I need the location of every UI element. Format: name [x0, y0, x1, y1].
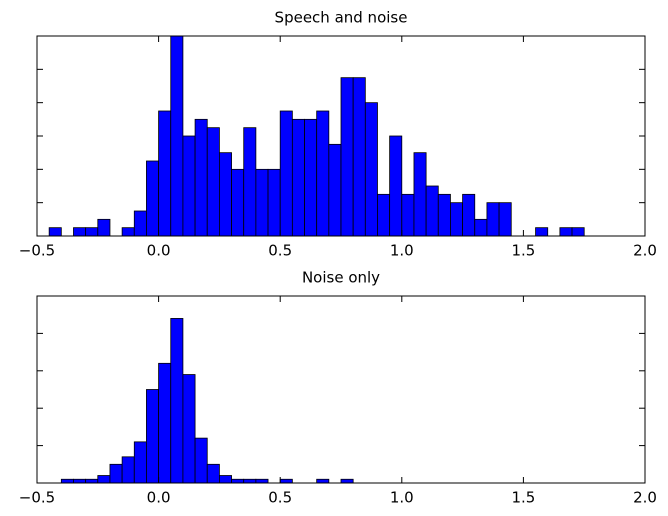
bar	[413, 152, 427, 237]
bar	[377, 193, 391, 237]
bar	[97, 475, 111, 484]
bar	[571, 227, 585, 237]
bar	[535, 227, 549, 237]
x-tick-label: 0.0	[147, 242, 171, 260]
x-tick-label: 1.0	[390, 242, 414, 260]
bar	[462, 193, 476, 237]
bar	[243, 127, 257, 237]
chart-title: Noise only	[302, 269, 380, 287]
bar	[85, 227, 99, 237]
bar	[182, 374, 196, 484]
bar	[146, 160, 160, 237]
bar	[340, 478, 354, 484]
bar	[304, 118, 318, 237]
bar	[60, 478, 74, 484]
bar	[206, 463, 220, 484]
bar	[170, 318, 184, 484]
x-tick-label: 0.5	[268, 242, 292, 260]
bar	[328, 143, 342, 237]
bar	[498, 202, 512, 237]
bar	[109, 463, 123, 484]
bar	[401, 193, 415, 237]
bar	[231, 478, 245, 484]
x-tick-label: 2.0	[633, 489, 657, 507]
bar	[85, 478, 99, 484]
bar	[146, 389, 160, 484]
bar	[158, 362, 172, 484]
bar	[73, 227, 87, 237]
bar	[255, 168, 269, 237]
bar	[182, 135, 196, 237]
x-tick-label: 1.5	[511, 242, 535, 260]
bar	[158, 110, 172, 237]
bar	[291, 118, 305, 237]
bar	[218, 475, 232, 484]
bar	[279, 110, 293, 237]
bar	[559, 227, 573, 237]
bar	[133, 441, 147, 484]
x-tick-label: 2.0	[633, 242, 657, 260]
bar	[364, 102, 378, 237]
bar	[133, 210, 147, 237]
x-tick-label: −0.5	[19, 242, 55, 260]
x-tick-label: 1.0	[390, 489, 414, 507]
bar	[486, 202, 500, 237]
chart-title: Speech and noise	[275, 9, 408, 27]
bar	[425, 185, 439, 237]
bar	[73, 478, 87, 484]
bar	[474, 218, 488, 237]
x-tick-label: 0.5	[268, 489, 292, 507]
bar	[97, 218, 111, 237]
bar	[218, 152, 232, 237]
bar	[255, 478, 269, 484]
bar	[121, 227, 135, 237]
bar	[121, 456, 135, 484]
bar	[389, 135, 403, 237]
bar	[231, 168, 245, 237]
bar	[352, 77, 366, 237]
bar	[194, 118, 208, 237]
x-tick-label: 1.5	[511, 489, 535, 507]
bar	[170, 35, 184, 237]
bar	[437, 193, 451, 237]
axes-frame	[36, 295, 646, 484]
bar	[267, 168, 281, 237]
bar	[316, 478, 330, 484]
bar	[194, 437, 208, 484]
x-tick-label: −0.5	[19, 489, 55, 507]
bar	[206, 127, 220, 237]
bar	[279, 478, 293, 484]
bar	[48, 227, 62, 237]
bar	[450, 202, 464, 237]
x-tick-label: 0.0	[147, 489, 171, 507]
bar	[316, 110, 330, 237]
bar	[340, 77, 354, 237]
bar	[243, 478, 257, 484]
